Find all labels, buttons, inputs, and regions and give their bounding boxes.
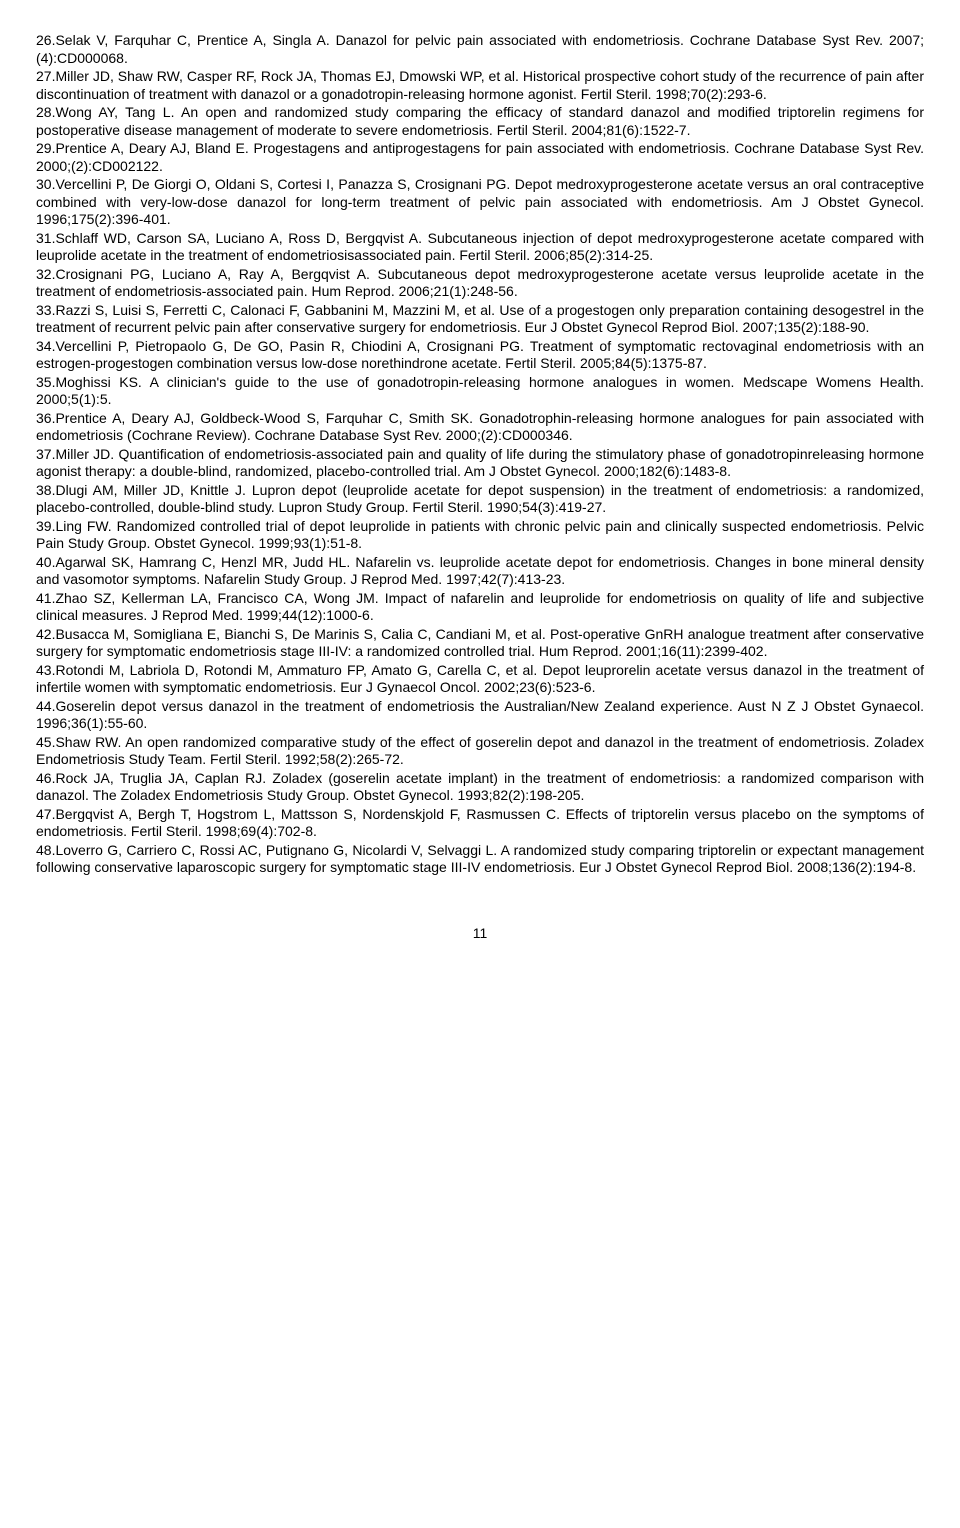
reference-item: 33.Razzi S, Luisi S, Ferretti C, Calonac… [36,302,924,337]
reference-item: 48.Loverro G, Carriero C, Rossi AC, Puti… [36,842,924,877]
reference-item: 41.Zhao SZ, Kellerman LA, Francisco CA, … [36,590,924,625]
reference-item: 30.Vercellini P, De Giorgi O, Oldani S, … [36,176,924,229]
reference-item: 34.Vercellini P, Pietropaolo G, De GO, P… [36,338,924,373]
reference-item: 39.Ling FW. Randomized controlled trial … [36,518,924,553]
reference-item: 29.Prentice A, Deary AJ, Bland E. Proges… [36,140,924,175]
reference-item: 38.Dlugi AM, Miller JD, Knittle J. Lupro… [36,482,924,517]
reference-item: 45.Shaw RW. An open randomized comparati… [36,734,924,769]
reference-item: 35.Moghissi KS. A clinician's guide to t… [36,374,924,409]
reference-item: 32.Crosignani PG, Luciano A, Ray A, Berg… [36,266,924,301]
references-list: 26.Selak V, Farquhar C, Prentice A, Sing… [36,32,924,877]
page-number: 11 [36,925,924,943]
reference-item: 47.Bergqvist A, Bergh T, Hogstrom L, Mat… [36,806,924,841]
reference-item: 28.Wong AY, Tang L. An open and randomiz… [36,104,924,139]
reference-item: 40.Agarwal SK, Hamrang C, Henzl MR, Judd… [36,554,924,589]
reference-item: 46.Rock JA, Truglia JA, Caplan RJ. Zolad… [36,770,924,805]
reference-item: 42.Busacca M, Somigliana E, Bianchi S, D… [36,626,924,661]
reference-item: 31.Schlaff WD, Carson SA, Luciano A, Ros… [36,230,924,265]
reference-item: 37.Miller JD. Quantification of endometr… [36,446,924,481]
reference-item: 27.Miller JD, Shaw RW, Casper RF, Rock J… [36,68,924,103]
reference-item: 44.Goserelin depot versus danazol in the… [36,698,924,733]
reference-item: 43.Rotondi M, Labriola D, Rotondi M, Amm… [36,662,924,697]
reference-item: 26.Selak V, Farquhar C, Prentice A, Sing… [36,32,924,67]
reference-item: 36.Prentice A, Deary AJ, Goldbeck-Wood S… [36,410,924,445]
